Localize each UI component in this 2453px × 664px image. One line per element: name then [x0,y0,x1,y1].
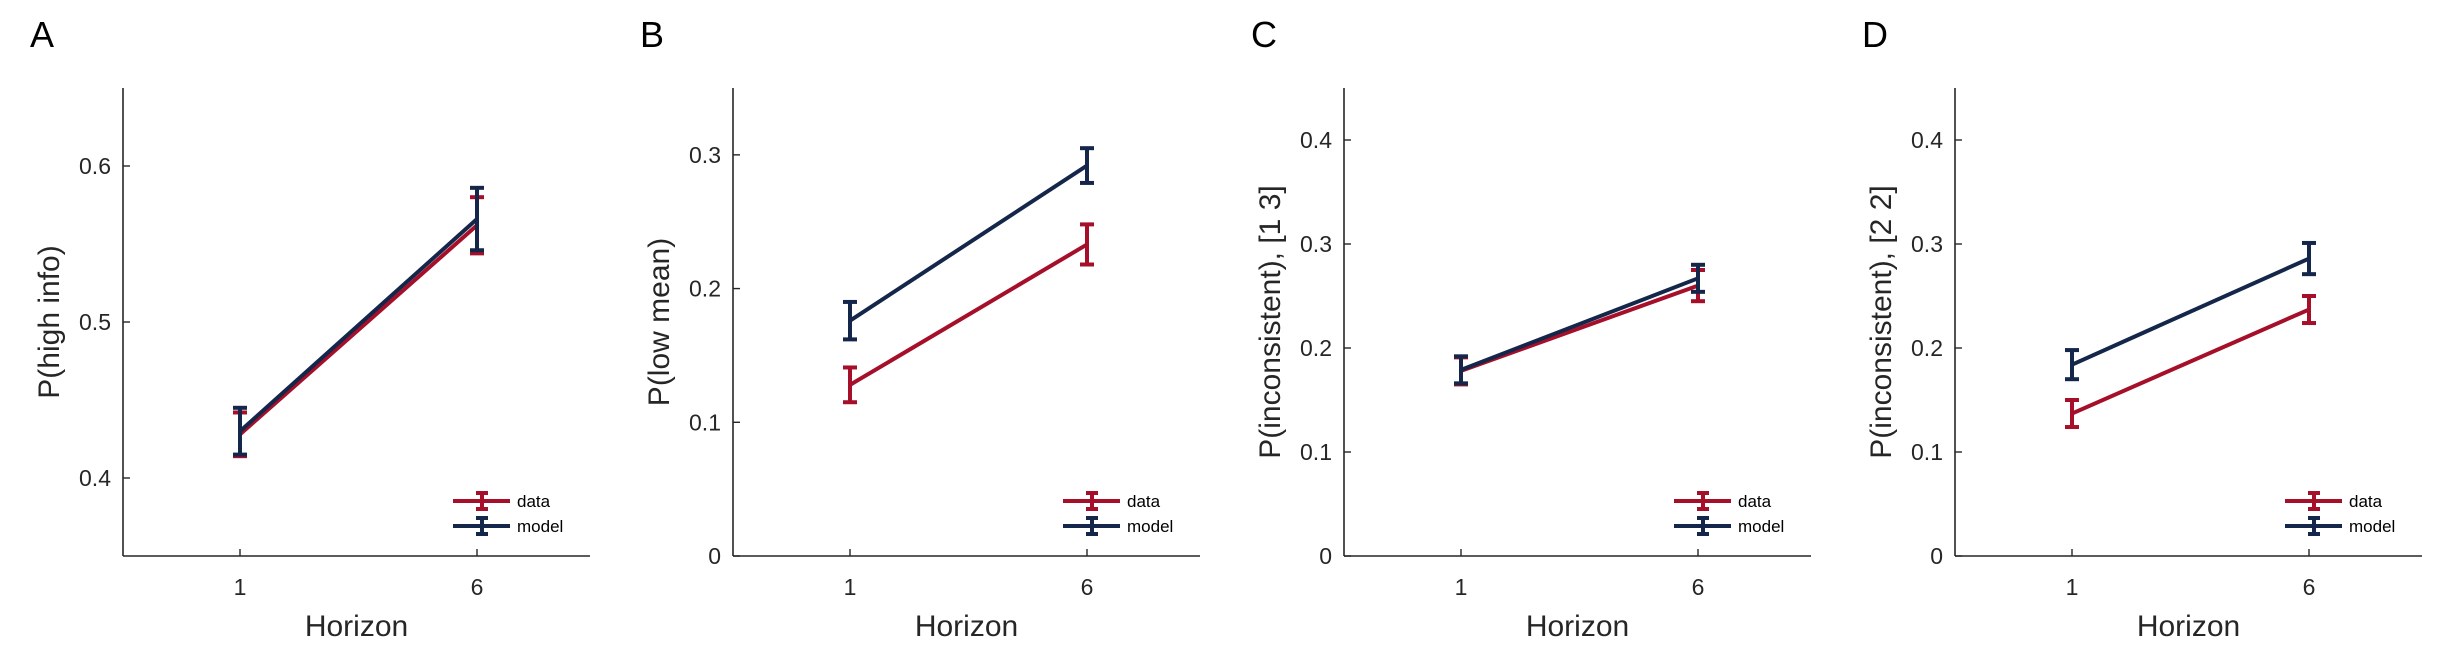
y-axis-label: P(inconsistent), [2 2] [1865,185,1898,458]
panel-letter: D [1862,14,1888,55]
legend-item-model: model [1674,516,1784,536]
legend-item-data: data [453,491,551,511]
y-tick-label: 0.2 [689,276,721,302]
legend: data model [2285,491,2395,536]
y-tick-label: 0.4 [1911,127,1943,153]
series-line-data [2071,307,2310,416]
y-tick-label: 0.2 [1911,335,1943,361]
legend-item-model: model [1063,516,1173,536]
series-line-data [848,242,1089,387]
y-axis-label: P(inconsistent), [1 3] [1254,185,1287,458]
legend-item-model: model [2285,516,2395,536]
series-model [233,185,484,457]
legend-item-data: data [1674,491,1772,511]
x-tick-label: 1 [2066,574,2079,600]
y-tick-label: 0.3 [1911,231,1943,257]
panel-d: D 0 0.1 0.2 0.3 0.4 1 6 Horizon P(inconsistent), … [1832,0,2442,664]
legend-label-data: data [517,492,551,511]
y-tick-label: 0.1 [1300,439,1332,465]
chart-svg: 0 0.1 0.2 0.3 0.4 1 6 Horizon P(inconsistent), [… [1254,88,1811,643]
y-tick-label: 0.3 [689,142,721,168]
series-line-model [238,217,479,433]
legend-label-model: model [517,517,563,536]
legend: data model [453,491,563,536]
legend-label-data: data [1738,492,1772,511]
y-tick-label: 0.5 [79,309,111,335]
x-tick-label: 6 [1692,574,1705,600]
x-axis-label: Horizon [1526,610,1629,643]
y-tick-label: 0.1 [1911,439,1943,465]
legend-label-data: data [1127,492,1161,511]
x-axis-label: Horizon [2137,610,2240,643]
chart-svg: 0 0.1 0.2 0.3 0.4 1 6 Horizon P(inconsistent), [… [1865,88,2422,643]
legend-label-model: model [2349,517,2395,536]
x-tick-label: 6 [1081,574,1094,600]
panel-b: B 0 0.1 0.2 0.3 1 6 Horizon P(low mean) data model [610,0,1220,664]
chart-svg: 0.4 0.5 0.6 1 6 Horizon P(high info) data model [33,88,590,643]
x-tick-label: 6 [471,574,484,600]
series-data [843,222,1094,405]
panel-letter: C [1251,14,1277,55]
legend-label-model: model [1738,517,1784,536]
panel-letter: B [640,14,665,55]
y-tick-label: 0 [1930,543,1943,569]
y-tick-label: 0 [708,543,721,569]
series-data [2065,294,2316,430]
y-tick-label: 0.4 [79,465,111,491]
legend-label-data: data [2349,492,2383,511]
legend-item-data: data [1063,491,1161,511]
y-axis-label: P(high info) [33,245,66,398]
series-line-data [238,223,479,436]
y-tick-label: 0 [1319,543,1332,569]
series-data [1454,268,1705,387]
y-tick-label: 0.6 [79,153,111,179]
legend-item-data: data [2285,491,2383,511]
y-axis-label: P(low mean) [643,238,676,406]
y-tick-label: 0.1 [689,409,721,435]
x-tick-label: 6 [2303,574,2316,600]
panel-c: C 0 0.1 0.2 0.3 0.4 1 6 Horizon P(inconsistent), … [1221,0,1831,664]
legend: data model [1674,491,1784,536]
series-model [1454,262,1705,386]
series-line-model [848,163,1089,323]
x-axis-label: Horizon [305,610,408,643]
y-tick-label: 0.2 [1300,335,1332,361]
x-tick-label: 1 [234,574,247,600]
x-tick-label: 1 [844,574,857,600]
legend: data model [1063,491,1173,536]
x-axis-label: Horizon [915,610,1018,643]
x-tick-label: 1 [1455,574,1468,600]
chart-svg: 0 0.1 0.2 0.3 1 6 Horizon P(low mean) data model [643,88,1200,643]
series-model [843,146,1094,342]
legend-label-model: model [1127,517,1173,536]
series-line-model [2071,256,2310,367]
legend-item-model: model [453,516,563,536]
panel-a: A 0.4 0.5 0.6 1 6 Horizon P(high info) data model [0,0,610,664]
y-tick-label: 0.3 [1300,231,1332,257]
panel-letter: A [30,14,55,55]
series-model [2065,240,2316,382]
y-tick-label: 0.4 [1300,127,1332,153]
series-line-model [1460,276,1699,372]
